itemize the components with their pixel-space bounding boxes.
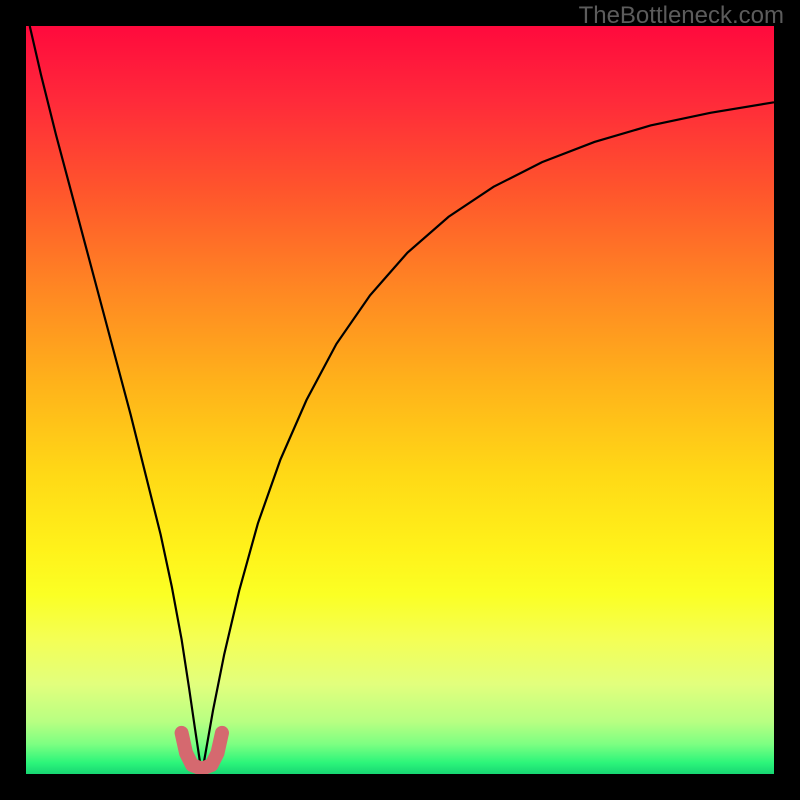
watermark-text: TheBottleneck.com [579, 2, 784, 30]
curve-right [202, 102, 774, 774]
notch-highlight [182, 733, 222, 769]
curve-left [30, 26, 202, 774]
curves-overlay [26, 26, 774, 774]
plot-area [26, 26, 774, 774]
bottleneck-chart: TheBottleneck.com [0, 0, 800, 800]
